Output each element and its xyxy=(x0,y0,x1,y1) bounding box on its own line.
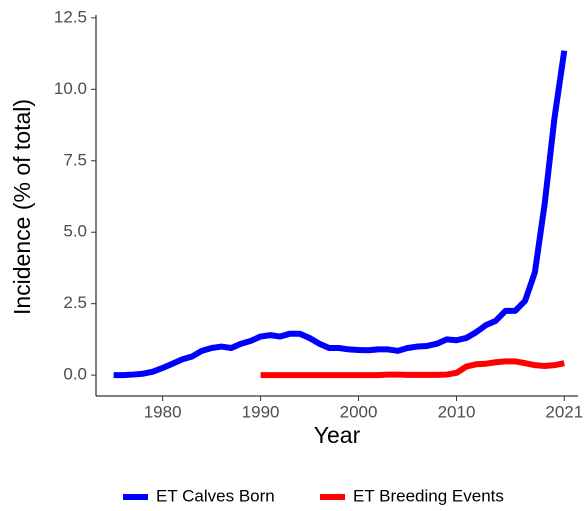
y-tick-label: 7.5 xyxy=(63,150,87,169)
series-line xyxy=(260,358,565,379)
x-tick-label: 2021 xyxy=(545,402,583,421)
y-tick-label: 5.0 xyxy=(63,222,87,241)
y-tick-label: 10.0 xyxy=(54,79,87,98)
y-tick-label: 2.5 xyxy=(63,293,87,312)
x-tick-label: 1990 xyxy=(242,402,280,421)
x-tick-label: 2000 xyxy=(340,402,378,421)
y-axis-title: Incidence (% of total) xyxy=(9,99,35,315)
series-line xyxy=(113,50,568,379)
x-tick-label: 2010 xyxy=(438,402,476,421)
y-tick-label: 0.0 xyxy=(63,365,87,384)
legend-label: ET Calves Born xyxy=(156,486,275,505)
y-tick-label: 12.5 xyxy=(54,7,87,26)
x-axis-title: Year xyxy=(314,422,361,448)
legend-label: ET Breeding Events xyxy=(353,486,504,505)
x-tick-label: 1980 xyxy=(144,402,182,421)
